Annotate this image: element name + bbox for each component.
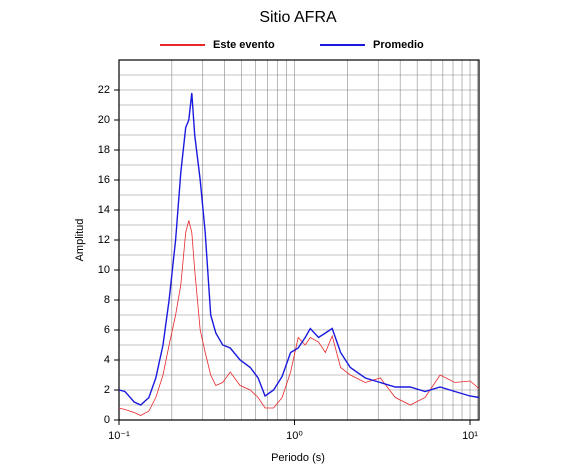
series-line bbox=[118, 220, 480, 416]
x-tick-label: 10⁰ bbox=[286, 430, 303, 442]
legend-label: Promedio bbox=[373, 39, 424, 51]
y-tick-label: 18 bbox=[98, 144, 110, 156]
legend-label: Este evento bbox=[213, 39, 275, 51]
y-tick-label: 10 bbox=[98, 264, 110, 276]
y-tick-label: 20 bbox=[98, 114, 110, 126]
y-tick-label: 0 bbox=[104, 414, 110, 426]
plot-frame bbox=[118, 59, 480, 421]
y-tick-label: 8 bbox=[104, 294, 110, 306]
y-tick-label: 2 bbox=[104, 384, 110, 396]
chart-title: Sitio AFRA bbox=[259, 9, 337, 26]
x-tick-label: 10¹ bbox=[462, 430, 478, 442]
y-tick-label: 16 bbox=[98, 174, 110, 186]
y-tick-label: 4 bbox=[104, 354, 110, 366]
x-tick-label: 10⁻¹ bbox=[108, 430, 130, 442]
y-tick-label: 6 bbox=[104, 324, 110, 336]
y-axis-label: Amplitud bbox=[74, 219, 86, 262]
y-tick-label: 12 bbox=[98, 234, 110, 246]
y-tick-label: 22 bbox=[98, 84, 110, 96]
x-axis-label: Periodo (s) bbox=[271, 452, 325, 464]
y-tick-label: 14 bbox=[98, 204, 110, 216]
series-line bbox=[118, 92, 480, 406]
